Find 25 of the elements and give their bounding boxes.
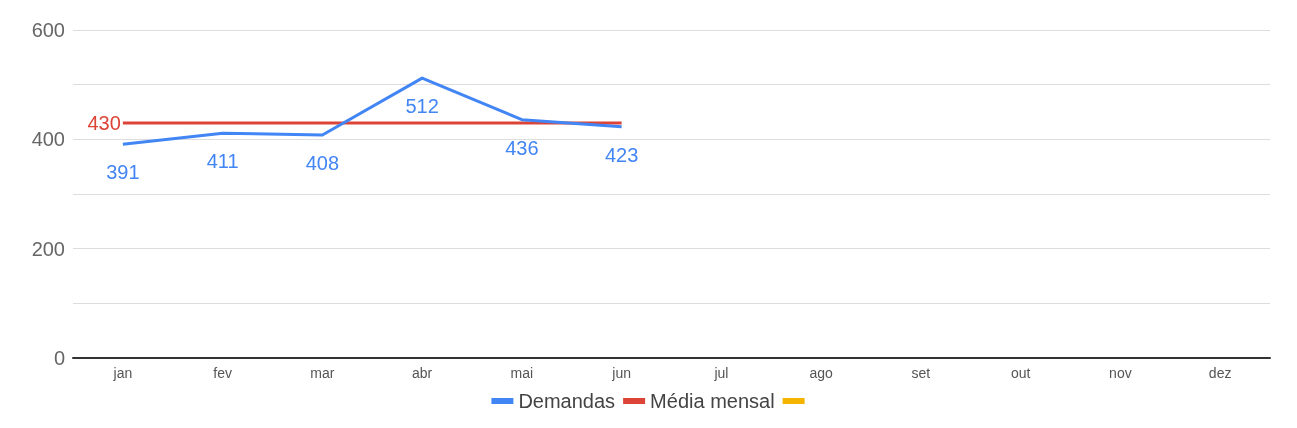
y-tick-label: 600 (31, 19, 65, 41)
legend-label: Média mensal (650, 390, 775, 412)
x-tick-label: fev (213, 365, 232, 381)
x-tick-label: jun (611, 365, 631, 381)
y-tick-label: 0 (53, 347, 65, 369)
data-label: 436 (505, 136, 539, 159)
data-label: 408 (305, 151, 340, 174)
x-tick-label: nov (1109, 365, 1132, 381)
data-label: 430 (87, 111, 121, 134)
x-tick-label: dez (1208, 365, 1232, 381)
y-tick-label: 200 (31, 237, 65, 260)
x-tick-label: mai (510, 365, 534, 381)
x-tick-label: set (911, 365, 931, 381)
x-tick-label: out (1010, 365, 1031, 381)
x-tick-label: jan (112, 365, 133, 381)
x-tick-label: abr (412, 365, 433, 381)
data-label: 391 (106, 161, 140, 184)
x-tick-label: ago (809, 365, 834, 381)
x-tick-label: mar (310, 365, 335, 381)
data-label: 411 (206, 150, 239, 173)
data-label: 423 (604, 143, 639, 166)
legend-label: Demandas (518, 390, 616, 412)
y-tick-label: 400 (31, 128, 65, 151)
x-tick-label: jul (713, 365, 729, 381)
data-label: 512 (405, 95, 439, 118)
